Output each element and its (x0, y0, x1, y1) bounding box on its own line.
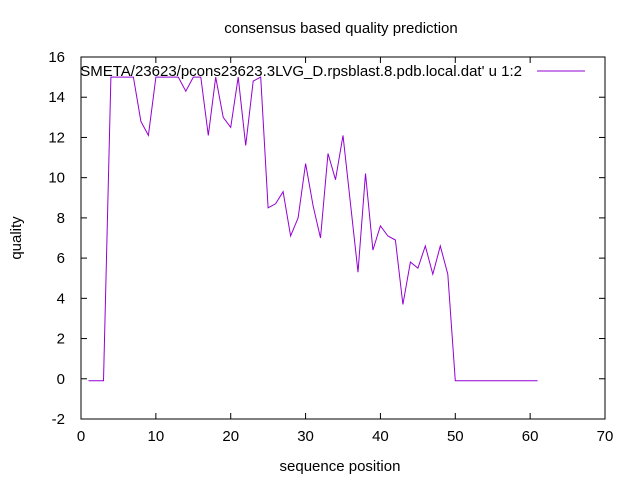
x-tick-label: 20 (222, 428, 239, 445)
y-tick-label: 14 (48, 89, 65, 106)
x-axis-title: sequence position (280, 458, 401, 475)
series-layer (88, 76, 538, 382)
y-tick-label: 12 (48, 129, 65, 146)
x-tick-label: 10 (148, 428, 165, 445)
y-tick-label: 8 (57, 210, 65, 227)
y-tick-label: -2 (52, 411, 65, 428)
x-tick-label: 30 (297, 428, 314, 445)
y-axis-title: quality (8, 216, 25, 260)
x-tick-label: 40 (372, 428, 389, 445)
x-tick-label: 60 (522, 428, 539, 445)
axes (80, 56, 606, 420)
series-line (88, 76, 538, 382)
y-tick-label: 10 (48, 170, 65, 187)
y-tick-label: 6 (57, 250, 65, 267)
chart-title: consensus based quality prediction (224, 20, 457, 37)
y-tick-label: 4 (57, 290, 65, 307)
legend: SMETA/23623/pcons23623.3LVG_D.rpsblast.8… (80, 63, 585, 80)
y-tick-label: 16 (48, 49, 65, 66)
legend-label: SMETA/23623/pcons23623.3LVG_D.rpsblast.8… (80, 63, 522, 80)
plot-frame (80, 56, 606, 420)
y-tick-label: 2 (57, 331, 65, 348)
x-tick-label: 50 (447, 428, 464, 445)
x-tick-label: 70 (597, 428, 614, 445)
x-tick-label: 0 (77, 428, 85, 445)
y-tick-label: 0 (57, 371, 65, 388)
ticks: 0 10 20 30 40 50 60 70 -2 0 2 4 6 8 10 12 14 16 (48, 49, 613, 445)
